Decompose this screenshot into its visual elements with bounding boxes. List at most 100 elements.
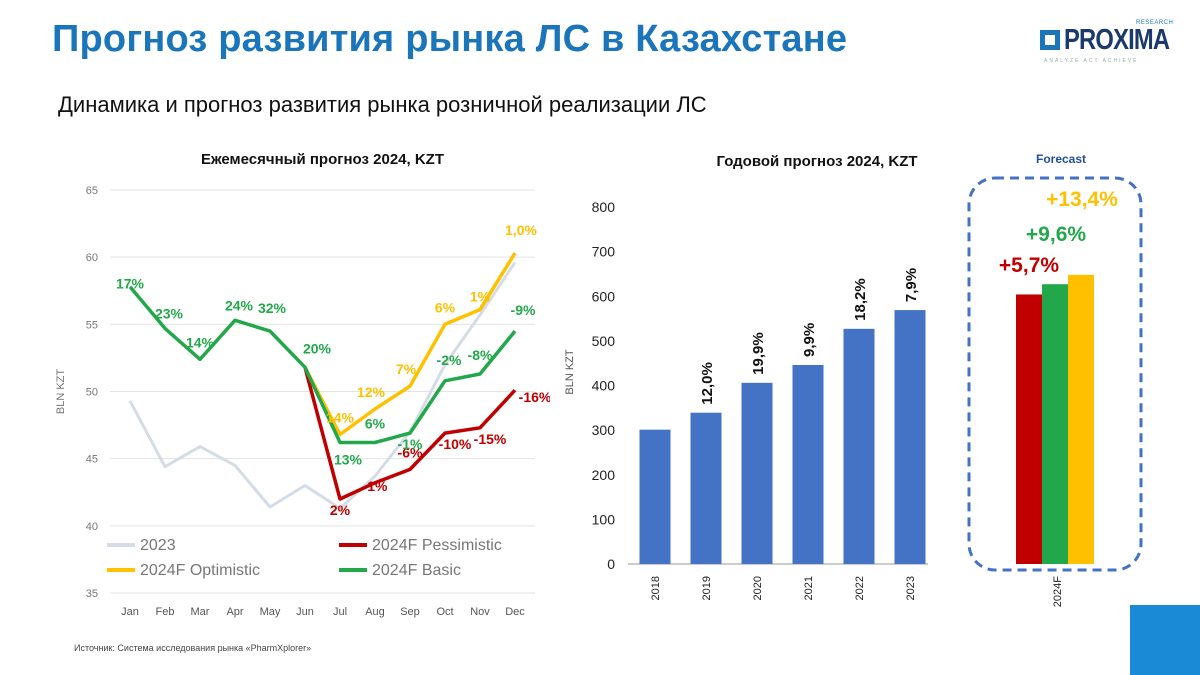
data-label: 20% [303,340,332,356]
y-tick-label: 0 [607,556,615,572]
data-label: 12% [357,384,386,400]
x-tick-label: Dec [505,606,525,618]
data-label: -2% [437,352,462,368]
data-label: 2% [330,502,351,518]
forecast-growth-label: +5,7% [999,254,1059,277]
x-tick-label: 2023 [905,576,917,600]
x-tick-label: Jan [121,606,139,618]
y-tick-label: 35 [86,588,98,600]
series-line-2023 [128,261,517,510]
data-label: 1% [470,289,491,305]
y-tick-label: 400 [592,378,616,394]
series-line-2024f-optimistic [303,252,517,437]
y-tick-label: 55 [86,319,98,331]
y-tick-label: 50 [86,387,98,399]
y-tick-label: 800 [592,199,616,215]
y-tick-label: 65 [86,185,98,197]
data-label: 14% [186,334,215,350]
series-line-2024f-basic [128,285,517,445]
data-label: -15% [474,431,507,447]
x-tick-label: Feb [156,606,175,618]
x-tick-label: Apr [226,606,243,618]
data-label: 1,0% [505,222,537,238]
x-tick-label: Jul [333,606,347,618]
page-subtitle: Динамика и прогноз развития рынка рознич… [58,92,707,117]
y-tick-label: 200 [592,467,616,483]
bar [690,412,722,564]
forecast-bar-optimistic [1068,274,1094,564]
bar-growth-label: 12,0% [699,362,716,405]
legend-label: 2024F Optimistic [140,562,260,579]
x-tick-label: 2022 [854,576,866,600]
data-label: -8% [468,347,493,363]
data-label: 13% [334,452,363,468]
x-tick-label: Nov [470,606,490,618]
bar-chart-title: Годовой прогноз 2024, KZT [716,153,917,170]
forecast-bar-pessimistic [1016,294,1042,564]
corner-accent [1130,605,1200,675]
logo-tagline: ANALYZE ACT ACHIEVE [1044,58,1139,64]
x-tick-label: Mar [191,606,210,618]
data-label: 7% [396,361,417,377]
data-label: -6% [398,444,423,460]
proxima-logo: PROXIMA RESEARCH ANALYZE ACT ACHIEVE [1036,20,1186,68]
data-label: 14% [326,409,355,425]
monthly-line-chart: Ежемесячный прогноз 2024, KZT 35 40 45 50 55 6… [55,151,550,618]
x-tick-label: 2019 [701,576,713,600]
x-tick-label: Aug [365,606,385,618]
bar [639,429,671,564]
data-label: -1% [363,478,388,494]
forecast-growth-label: +13,4% [1046,188,1118,211]
annual-bar-chart: Годовой прогноз 2024, KZT 0 100 200 300 400 50… [564,152,1143,607]
logo-square-icon [1040,30,1060,50]
series-line-2024f-pessimistic [303,366,517,501]
logo-superscript: RESEARCH [1136,20,1174,26]
x-tick-label: May [260,606,281,618]
y-tick-label: 45 [86,454,98,466]
data-label: 6% [435,299,456,315]
logo-name: PROXIMA [1064,24,1170,56]
y-tick-label: 600 [592,288,616,304]
line-chart-title: Ежемесячный прогноз 2024, KZT [201,151,444,168]
y-tick-label: 40 [86,521,98,533]
bar-growth-label: 9,9% [801,323,818,357]
source-note: Источник: Система исследования рынка «Ph… [74,643,312,653]
x-tick-label: Jun [296,606,314,618]
forecast-growth-label: +9,6% [1026,223,1086,246]
x-tick-label: Sep [400,606,420,618]
data-label: -1% [398,436,423,452]
data-label: -16% [519,389,550,405]
data-label: 32% [258,300,287,316]
bar [792,364,824,564]
y-tick-label: 60 [86,252,98,264]
y-tick-label: 300 [592,422,616,438]
x-tick-label: 2020 [752,576,764,600]
y-tick-label: 700 [592,244,616,260]
x-tick-label: 2021 [803,576,815,600]
forecast-bar-basic [1042,284,1068,564]
data-label: 24% [225,297,254,313]
data-label: 6% [365,416,386,432]
legend-label: 2024F Pessimistic [372,537,502,554]
y-tick-label: 100 [592,511,616,527]
bar [894,310,926,564]
bar-growth-label: 18,2% [852,278,869,321]
data-label: -9% [511,302,536,318]
bar-growth-label: 19,9% [750,332,767,375]
forecast-box [967,176,1143,572]
y-tick-label: 500 [592,333,616,349]
page-title: Прогноз развития рынка ЛС в Казахстане [52,18,848,60]
legend-label: 2024F Basic [372,562,461,579]
bar-growth-label: 7,9% [903,268,920,302]
x-tick-label: 2018 [650,576,662,600]
bar [741,382,773,564]
y-axis-label: BLN KZT [55,369,67,415]
data-label: 17% [116,276,145,292]
legend-label: 2023 [140,537,176,554]
data-label: 23% [155,305,184,321]
forecast-caption: Forecast [1036,152,1086,166]
data-label: -10% [439,436,472,452]
y-axis-label: BLN KZT [564,349,576,395]
x-tick-label: Oct [436,606,453,618]
bar [843,328,875,564]
